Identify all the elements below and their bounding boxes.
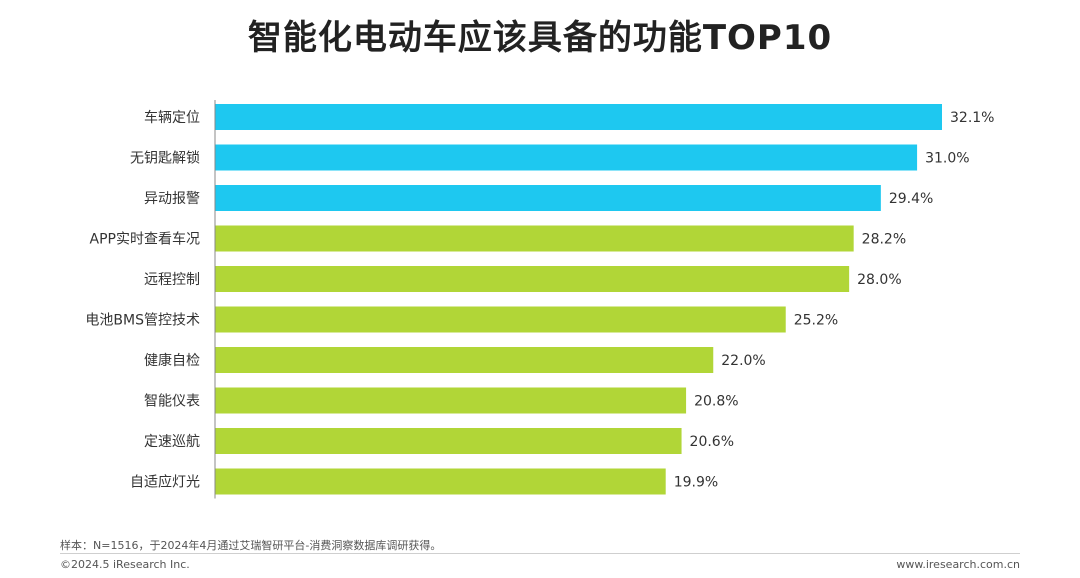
bar (215, 225, 854, 252)
value-label: 28.2% (862, 232, 906, 248)
bar-chart: 车辆定位 32.1% 无钥匙解锁 31.0% 异动报警 29.4% APP实时查看车况 28.… (85, 100, 994, 499)
bar (215, 104, 942, 130)
copyright-text: ©2024.5 iResearch Inc. (60, 558, 190, 571)
category-label: 异动报警 (144, 191, 200, 207)
value-label: 19.9% (674, 475, 718, 491)
category-label: 电池BMS管控技术 (85, 313, 200, 329)
category-label: 远程控制 (144, 272, 200, 288)
category-label: 无钥匙解锁 (130, 151, 200, 167)
value-label: 29.4% (889, 191, 933, 207)
bar (215, 347, 714, 373)
value-label: 32.1% (950, 110, 994, 126)
value-label: 22.0% (721, 353, 765, 369)
category-label: 车辆定位 (144, 109, 200, 126)
chart-title: 智能化电动车应该具备的功能TOP10 (247, 18, 833, 58)
value-label: 25.2% (794, 313, 838, 329)
category-label: 自适应灯光 (130, 474, 200, 491)
category-label: 定速巡航 (144, 434, 200, 450)
website-link[interactable]: www.iresearch.com.cn (896, 558, 1020, 571)
bar (215, 468, 666, 495)
value-label: 20.8% (694, 394, 738, 410)
value-label: 28.0% (857, 272, 901, 288)
category-label: 健康自检 (144, 352, 200, 369)
bar (215, 144, 918, 171)
category-label: APP实时查看车况 (90, 231, 200, 248)
bar (215, 428, 682, 454)
value-label: 31.0% (925, 151, 969, 167)
category-label: 智能仪表 (144, 394, 200, 410)
bar (215, 266, 850, 292)
bar (215, 387, 687, 414)
bar (215, 306, 786, 333)
bar (215, 185, 881, 211)
value-label: 20.6% (690, 434, 734, 450)
footer-divider (60, 553, 1020, 554)
sample-note: 样本：N=1516，于2024年4月通过艾瑞智研平台-消费洞察数据库调研获得。 (60, 539, 442, 552)
